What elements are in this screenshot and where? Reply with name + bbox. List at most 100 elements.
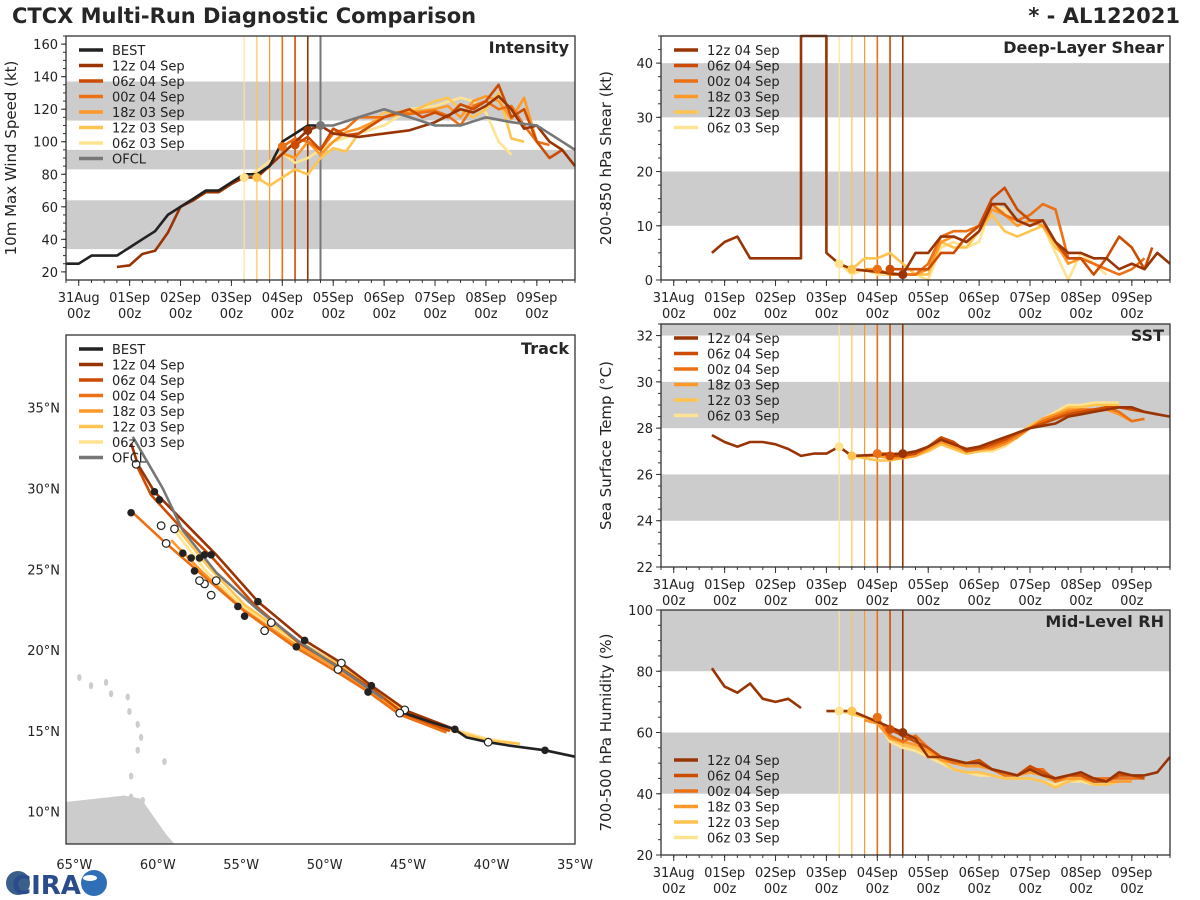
- y-tick-label: 100: [628, 604, 653, 619]
- legend-label: 18z 03 Sep: [707, 91, 780, 106]
- x-tick-label: 02Sep: [755, 866, 796, 881]
- x-tick-label: 04Sep: [262, 291, 303, 306]
- x-tick-label: 00z: [866, 594, 890, 609]
- island: [135, 720, 140, 728]
- x-tick-label: 55°W: [223, 858, 259, 873]
- x-tick-label: 00z: [1018, 594, 1042, 609]
- y-tick-label: 20: [41, 266, 58, 281]
- panel-title: SST: [1131, 326, 1164, 345]
- legend-label: 12z 04 Sep: [112, 60, 185, 75]
- y-tick-label: 120: [33, 103, 58, 118]
- y-tick-label: 32: [636, 330, 653, 345]
- track-point-filled: [190, 567, 199, 575]
- x-tick-label: 03Sep: [806, 578, 847, 593]
- y-tick-label: 20: [636, 849, 653, 864]
- x-tick-label: 00z: [713, 882, 737, 897]
- island: [162, 758, 167, 766]
- x-tick-label: 09Sep: [1111, 291, 1152, 306]
- x-tick-label: 02Sep: [755, 578, 796, 593]
- x-tick-label: 00z: [372, 307, 396, 322]
- x-tick-label: 00z: [815, 882, 839, 897]
- x-tick-label: 00z: [917, 307, 941, 322]
- island: [127, 707, 132, 715]
- x-tick-label: 01Sep: [704, 866, 745, 881]
- init-marker: [885, 264, 895, 274]
- init-marker: [316, 120, 325, 130]
- x-tick-label: 00z: [866, 882, 890, 897]
- y-tick-label: 20: [636, 166, 653, 181]
- x-tick-label: 03Sep: [806, 291, 847, 306]
- series-line-12z-03-sep: [256, 91, 525, 187]
- x-tick-label: 00z: [713, 594, 737, 609]
- y-tick-label: 10°N: [27, 806, 60, 821]
- legend-label: 18z 03 Sep: [112, 106, 185, 121]
- shear-panel: 01020304031Aug00z01Sep00z02Sep00z03Sep00…: [597, 34, 1171, 322]
- legend-label: 12z 03 Sep: [112, 122, 185, 137]
- x-tick-label: 65°W: [56, 858, 92, 873]
- y-tick-label: 10: [636, 220, 653, 235]
- y-tick-label: 30: [636, 376, 653, 391]
- track-line-ofcl: [131, 436, 384, 700]
- legend-label: 12z 03 Sep: [707, 394, 780, 409]
- track-point-filled: [451, 725, 459, 734]
- legend-label: BEST: [112, 343, 145, 358]
- init-marker: [834, 706, 844, 716]
- legend-label: 06z 04 Sep: [112, 75, 185, 90]
- y-tick-label: 40: [636, 788, 653, 803]
- x-tick-label: 45°W: [390, 858, 426, 873]
- threshold-band: [661, 610, 1170, 672]
- x-tick-label: 31Aug: [653, 291, 695, 306]
- track-point-open: [161, 539, 171, 548]
- y-axis-label: 10m Max Wind Speed (kt): [2, 61, 20, 256]
- track-point-open: [170, 524, 179, 534]
- island: [140, 796, 145, 804]
- x-tick-label: 09Sep: [1111, 866, 1152, 881]
- init-marker: [885, 724, 895, 734]
- x-tick-label: 08Sep: [1060, 578, 1101, 593]
- y-tick-label: 28: [636, 422, 653, 437]
- island: [128, 772, 134, 780]
- axes-frame: [65, 334, 576, 845]
- x-tick-label: 00z: [118, 307, 142, 322]
- x-tick-label: 03Sep: [806, 866, 847, 881]
- track-point-open: [395, 708, 405, 718]
- series-line-12z-04-sep: [116, 94, 577, 269]
- y-tick-label: 0: [645, 274, 653, 289]
- land-south-america: [66, 795, 175, 844]
- x-tick-label: 05Sep: [908, 578, 949, 593]
- x-tick-label: 00z: [815, 307, 839, 322]
- x-tick-label: 00z: [764, 882, 788, 897]
- intensity-panel: 2040608010012014016031Aug00z01Sep00z02Se…: [2, 35, 577, 322]
- init-marker: [834, 442, 844, 452]
- island: [77, 674, 82, 682]
- track-point-filled: [195, 554, 204, 562]
- x-tick-label: 07Sep: [1010, 866, 1051, 881]
- x-tick-label: 07Sep: [1010, 291, 1051, 306]
- track-point-open: [211, 576, 221, 586]
- y-tick-label: 140: [33, 71, 58, 86]
- threshold-band: [661, 474, 1170, 521]
- track-point-filled: [207, 550, 215, 559]
- island: [108, 690, 114, 698]
- y-tick-label: 60: [41, 201, 58, 216]
- series-line-12z-04-sep: [710, 667, 1172, 783]
- x-tick-label: 00z: [1018, 882, 1042, 897]
- track-point-filled: [179, 549, 187, 557]
- init-marker: [898, 728, 908, 737]
- x-tick-label: 04Sep: [857, 291, 898, 306]
- x-tick-label: 00z: [764, 594, 788, 609]
- x-tick-label: 40°W: [474, 858, 510, 873]
- legend-label: 06z 04 Sep: [112, 374, 185, 389]
- legend-label: 00z 04 Sep: [707, 75, 780, 90]
- island: [88, 682, 94, 690]
- series-line-ofcl: [320, 107, 576, 151]
- legend-label: 06z 03 Sep: [707, 832, 780, 847]
- track-point-filled: [367, 681, 376, 690]
- series-line-12z-03-sep: [851, 712, 1120, 789]
- legend-label: 06z 04 Sep: [707, 770, 780, 785]
- track-line-12z-03-sep: [176, 528, 521, 746]
- legend-label: 18z 03 Sep: [112, 405, 185, 420]
- series-line-00z-04-sep: [876, 716, 1145, 783]
- legend-label: 06z 03 Sep: [112, 436, 185, 451]
- legend-label: 12z 04 Sep: [707, 44, 780, 59]
